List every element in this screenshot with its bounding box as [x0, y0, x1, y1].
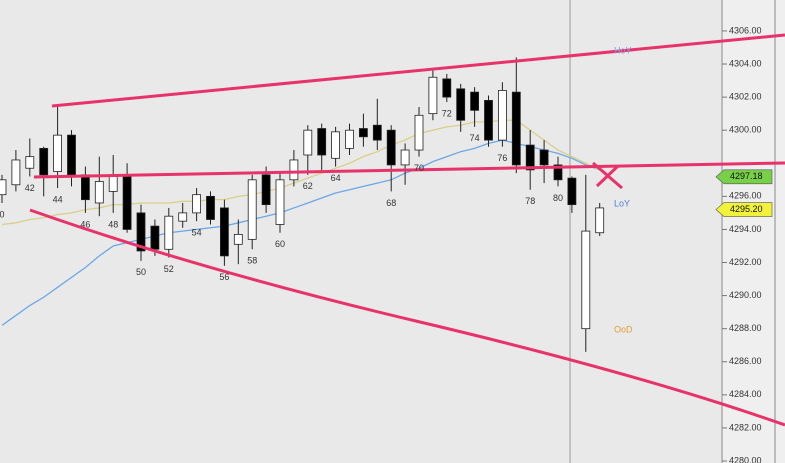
- y-tick-label: 4290.00: [729, 290, 762, 300]
- candle-body: [581, 230, 591, 330]
- marks: [0, 57, 605, 352]
- candle-body: [442, 78, 452, 98]
- annotation: LoY: [614, 198, 630, 208]
- bar-number: 76: [497, 153, 507, 163]
- bar-number: 60: [275, 239, 285, 249]
- bar-number: 48: [108, 219, 118, 229]
- candle-body: [94, 181, 104, 204]
- candle-body: [345, 129, 354, 149]
- candle-body: [178, 212, 188, 222]
- candle-body: [553, 164, 563, 181]
- annotation: HoY: [614, 45, 632, 55]
- annotation: OoD: [614, 324, 633, 334]
- y-tick-label: 4300.00: [729, 125, 762, 135]
- candle-body: [108, 176, 118, 192]
- candle-body: [136, 212, 146, 252]
- candle-body: [0, 179, 7, 196]
- candle-body: [386, 129, 396, 166]
- average-line: [1, 139, 600, 326]
- y-tick-label: 4292.00: [729, 257, 762, 267]
- candle-body: [303, 129, 313, 156]
- candle-body: [233, 233, 243, 245]
- cross-mark: [595, 164, 620, 188]
- candle-body: [511, 91, 521, 166]
- trend-line: [33, 161, 785, 179]
- bar-number: 52: [164, 264, 174, 274]
- trend-line: [29, 208, 785, 427]
- candle-body: [206, 195, 215, 220]
- y-tick-label: 4302.00: [729, 91, 762, 101]
- candle-body: [470, 91, 480, 111]
- candle-body: [11, 159, 21, 186]
- candle-body: [400, 149, 410, 166]
- candle-body: [539, 149, 549, 166]
- y-tick-label: 4284.00: [729, 389, 762, 399]
- price-label: 4295.20: [730, 204, 763, 214]
- candle-body: [219, 207, 229, 257]
- y-tick-label: 4304.00: [729, 58, 762, 68]
- candle-body: [595, 207, 605, 234]
- candle-body: [67, 134, 76, 176]
- trend-lines: [29, 33, 785, 427]
- candle-body: [122, 174, 132, 230]
- candle-body: [247, 179, 257, 240]
- candle-body: [414, 114, 424, 151]
- candle-body: [53, 134, 62, 172]
- trend-line: [51, 33, 785, 108]
- candle-body: [164, 215, 174, 250]
- candle-body: [372, 124, 382, 141]
- bar-number: 54: [192, 228, 202, 238]
- y-tick-label: 4286.00: [729, 356, 762, 366]
- y-tick-label: 4296.00: [729, 191, 762, 201]
- candle-body: [358, 128, 368, 138]
- bar-number: 46: [80, 219, 90, 229]
- candle-body: [275, 179, 285, 225]
- bar-number: 64: [331, 173, 341, 183]
- bar-number: 44: [53, 194, 63, 204]
- plot-background: [0, 0, 722, 463]
- bar-number: 80: [553, 193, 563, 203]
- bar-number: 72: [442, 108, 452, 118]
- bar-number: 0: [0, 209, 5, 219]
- candle-body: [428, 76, 438, 115]
- bar-number: 56: [219, 272, 229, 282]
- candle-body: [39, 147, 49, 176]
- candle-body: [25, 156, 35, 169]
- bar-number: 68: [386, 198, 396, 208]
- bar-number: 74: [470, 133, 480, 143]
- y-tick-label: 4282.00: [729, 422, 762, 432]
- price-label-box: [715, 169, 773, 185]
- y-tick-label: 4288.00: [729, 323, 762, 333]
- candle-body: [317, 128, 327, 156]
- bar-number: 70: [414, 163, 424, 173]
- candle-body: [331, 131, 341, 159]
- bar-number: 50: [136, 267, 146, 277]
- bar-number: 62: [303, 181, 313, 191]
- price-label-box: [715, 202, 773, 217]
- bar-number: 78: [525, 196, 535, 206]
- y-tick-label: 4294.00: [729, 224, 762, 234]
- candle-body: [456, 88, 466, 121]
- candle-body: [525, 144, 535, 171]
- candle-body: [567, 177, 577, 206]
- candle-body: [192, 194, 202, 214]
- candle-body: [81, 174, 90, 201]
- y-tick-label: 4306.00: [729, 25, 762, 35]
- candle-body: [261, 174, 271, 206]
- price-label: 4297.18: [730, 171, 763, 181]
- y-tick-label: 4280.00: [729, 455, 762, 463]
- candle-body: [150, 225, 160, 250]
- candle-body: [497, 90, 507, 141]
- candle-body: [484, 100, 493, 141]
- bar-number: 58: [247, 256, 257, 266]
- bar-number: 42: [25, 183, 35, 193]
- candle-body: [289, 159, 299, 181]
